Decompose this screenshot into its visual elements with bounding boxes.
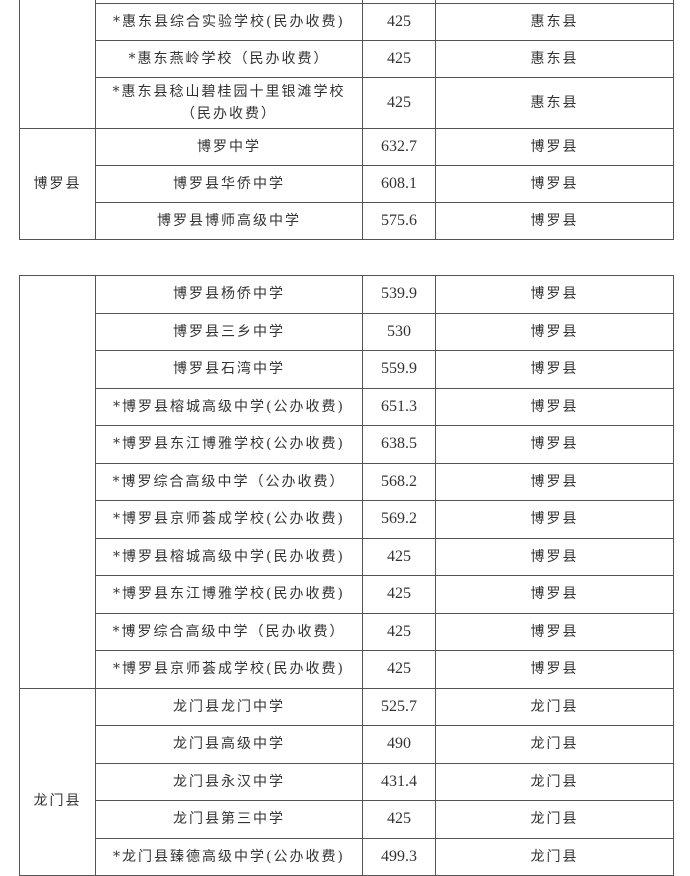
school-name-cell: *博罗综合高级中学（公办收费） [95,462,363,501]
table-row: 龙门县高级中学 490 龙门县 [20,725,674,764]
score-cell: 651.3 [362,387,436,426]
district-cell-boluo-continued [19,275,96,689]
school-name-cell: *惠东县稔山碧桂园十里银滩学校（民办收费） [95,77,363,129]
district-cell-boluo: 博罗县 [19,128,96,240]
table-row: *博罗县东江博雅学校(民办收费) 425 博罗县 [20,575,674,614]
location-cell: 博罗县 [435,312,674,351]
table-row: 龙门县 龙门县龙门中学 525.7 龙门县 [19,687,674,876]
admission-score-table-part2: 博罗县杨侨中学 539.9 博罗县 博罗县三乡中学 530 博罗县 博罗县石湾中学 559.9… [19,275,674,876]
location-cell: 博罗县 [435,537,674,576]
score-cell: 425 [362,575,436,614]
school-name-cell: *惠东县综合实验学校(民办收费) [95,3,363,41]
table-row: 博罗县华侨中学 608.1 博罗县 [20,165,674,203]
location-cell: 龙门县 [435,800,674,839]
location-cell: 博罗县 [435,500,674,539]
score-cell: 559.9 [362,350,436,389]
location-cell: 博罗县 [435,425,674,464]
table-row: *龙门县臻德高级中学(公办收费) 499.3 龙门县 [20,837,674,876]
district-cell-longmen: 龙门县 [19,687,96,876]
school-name-cell: 龙门县永汉中学 [95,762,363,801]
district-cell-huidong [19,0,96,129]
school-name-cell: *龙门县臻德高级中学(公办收费) [95,837,363,876]
location-cell: 博罗县 [435,165,674,203]
location-cell: 博罗县 [435,202,674,240]
score-cell: 425 [362,800,436,839]
table-row: *博罗县东江博雅学校(公办收费) 638.5 博罗县 [20,425,674,464]
score-cell: 425 [362,612,436,651]
score-cell: 525.7 [362,687,436,726]
score-cell: 530 [362,312,436,351]
school-name-cell: *博罗县京师荟成学校(民办收费) [95,650,363,689]
location-cell: 博罗县 [435,462,674,501]
score-cell: 638.5 [362,425,436,464]
school-name-cell: *博罗县京师荟成学校(公办收费) [95,500,363,539]
school-name-cell: *博罗县榕城高级中学(民办收费) [95,537,363,576]
school-name-cell: 博罗县杨侨中学 [95,275,363,314]
location-cell: 博罗县 [435,575,674,614]
score-cell: 425 [362,537,436,576]
location-cell: 龙门县 [435,762,674,801]
table-row: *博罗县京师荟成学校(公办收费) 569.2 博罗县 [20,500,674,539]
school-name-cell: 龙门县龙门中学 [95,687,363,726]
table-row: 博罗县石湾中学 559.9 博罗县 [20,350,674,389]
school-name-cell: *惠东燕岭学校（民办收费） [95,40,363,78]
table-row: 博罗县博师高级中学 575.6 博罗县 [20,202,674,240]
location-cell: 龙门县 [435,837,674,876]
location-cell: 博罗县 [435,350,674,389]
score-cell: 608.1 [362,165,436,203]
school-name-cell: *博罗县东江博雅学校(公办收费) [95,425,363,464]
table-row: 龙门县永汉中学 431.4 龙门县 [20,762,674,801]
table-row: *惠东县综合实验学校(民办收费) 425 惠东县 [20,3,674,41]
score-cell: 431.4 [362,762,436,801]
table-row: *博罗县榕城高级中学(公办收费) 651.3 博罗县 [20,387,674,426]
school-name-cell: 博罗县华侨中学 [95,165,363,203]
location-cell: 博罗县 [435,650,674,689]
admission-score-table-part1: *惠东县综合实验学校(民办收费) 425 惠东县 *惠东燕岭学校（民办收费） 425 惠东… [19,0,674,240]
location-cell: 博罗县 [435,387,674,426]
school-name-cell: 博罗中学 [95,128,363,166]
table-row: *惠东燕岭学校（民办收费） 425 惠东县 [20,40,674,78]
school-name-cell: 博罗县三乡中学 [95,312,363,351]
school-name-cell: 龙门县第三中学 [95,800,363,839]
school-name-cell: 博罗县石湾中学 [95,350,363,389]
table-row: *博罗综合高级中学（公办收费） 568.2 博罗县 [20,462,674,501]
table-row: 博罗县 博罗中学 632.7 博罗县 [19,128,674,240]
score-cell: 499.3 [362,837,436,876]
table-row: *惠东县稔山碧桂园十里银滩学校（民办收费） 425 惠东县 [20,77,674,129]
school-name-cell: *博罗综合高级中学（民办收费） [95,612,363,651]
table-row: *博罗综合高级中学（民办收费） 425 博罗县 [20,612,674,651]
school-name-cell: 龙门县高级中学 [95,725,363,764]
score-cell: 575.6 [362,202,436,240]
score-cell: 568.2 [362,462,436,501]
location-cell: 惠东县 [435,40,674,78]
location-cell: 惠东县 [435,3,674,41]
location-cell: 博罗县 [435,612,674,651]
location-cell: 惠东县 [435,77,674,129]
school-name-cell: *博罗县榕城高级中学(公办收费) [95,387,363,426]
table-row: *博罗县榕城高级中学(民办收费) 425 博罗县 [20,537,674,576]
school-name-cell: 博罗县博师高级中学 [95,202,363,240]
score-cell: 490 [362,725,436,764]
score-cell: 425 [362,3,436,41]
table-row: 博罗县三乡中学 530 博罗县 [20,312,674,351]
score-cell: 425 [362,650,436,689]
table-row: 博罗县杨侨中学 539.9 博罗县 [19,275,674,689]
score-cell: 569.2 [362,500,436,539]
table-row: *博罗县京师荟成学校(民办收费) 425 博罗县 [20,650,674,689]
school-name-cell: *博罗县东江博雅学校(民办收费) [95,575,363,614]
location-cell: 龙门县 [435,687,674,726]
score-cell: 632.7 [362,128,436,166]
score-cell: 425 [362,40,436,78]
location-cell: 龙门县 [435,725,674,764]
score-cell: 539.9 [362,275,436,314]
location-cell: 博罗县 [435,128,674,166]
table-row: 龙门县第三中学 425 龙门县 [20,800,674,839]
location-cell: 博罗县 [435,275,674,314]
score-cell: 425 [362,77,436,129]
